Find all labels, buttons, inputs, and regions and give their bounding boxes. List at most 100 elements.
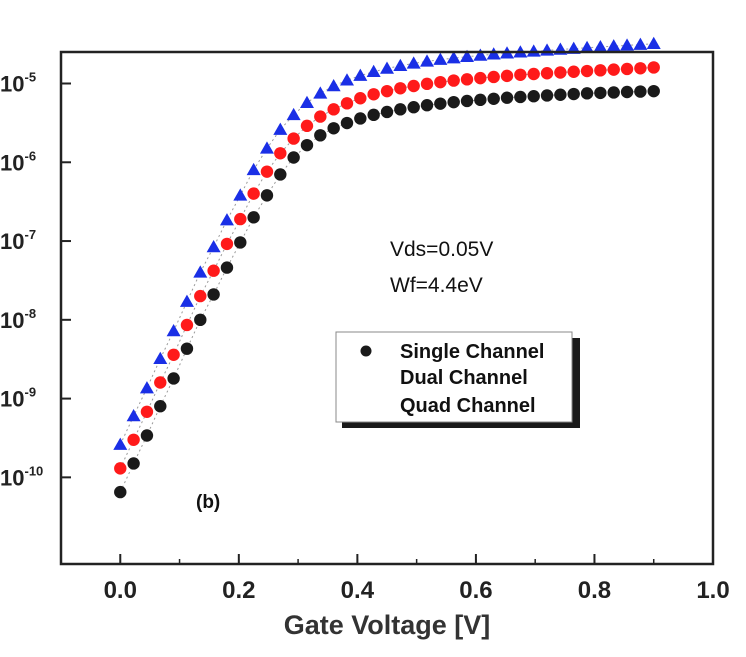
data-point-dual-channel: [567, 65, 580, 78]
data-point-dual-channel: [327, 103, 340, 116]
legend-marker-single: [360, 345, 372, 357]
data-point-quad-channel: [593, 39, 608, 53]
data-point-dual-channel: [220, 237, 234, 251]
data-point-quad-channel: [606, 39, 621, 52]
legend: Single Channel Dual Channel Quad Channel: [335, 331, 580, 428]
data-point-single-channel: [167, 372, 180, 385]
data-point-quad-channel: [259, 141, 274, 154]
data-point-quad-channel: [299, 95, 314, 108]
data-point-quad-channel: [166, 324, 181, 337]
x-axis-ticks: 0.0 0.2 0.4 0.6 0.8 1.0: [60, 554, 730, 604]
data-point-quad-channel: [486, 47, 501, 60]
data-point-single-channel: [340, 116, 354, 130]
y-axis-ticks: 10-510-610-710-810-910-10: [0, 70, 71, 490]
data-point-single-channel: [474, 93, 487, 107]
x-tick-label: 0.8: [578, 577, 611, 604]
data-point-dual-channel: [194, 289, 207, 303]
data-point-single-channel: [447, 95, 460, 109]
data-point-dual-channel: [580, 64, 594, 78]
data-point-single-channel: [380, 105, 394, 119]
y-tick-label: 10-8: [0, 306, 36, 333]
data-point-single-channel: [647, 84, 660, 98]
x-tick-label: 0.4: [341, 577, 375, 604]
data-point-dual-channel: [447, 74, 460, 87]
data-point-single-channel: [460, 94, 474, 108]
data-point-single-channel: [127, 457, 140, 470]
data-point-dual-channel: [300, 119, 314, 133]
data-point-quad-channel: [339, 73, 354, 86]
y-tick-base: 10: [0, 72, 24, 97]
x-tick-label: 1.0: [696, 577, 729, 604]
y-tick-exponent: -7: [24, 227, 36, 242]
legend-label-dual: Dual Channel: [400, 367, 528, 389]
data-point-dual-channel: [620, 62, 634, 76]
data-point-single-channel: [634, 85, 647, 98]
data-point-dual-channel: [180, 318, 194, 332]
y-tick-label: 10-5: [0, 70, 36, 97]
data-point-single-channel: [154, 400, 167, 413]
data-point-quad-channel: [406, 56, 421, 69]
data-point-single-channel: [114, 485, 127, 499]
data-point-single-channel: [287, 151, 300, 164]
data-point-dual-channel: [594, 64, 607, 77]
data-point-quad-channel: [233, 188, 248, 201]
y-tick-label: 10-7: [0, 227, 36, 254]
data-point-single-channel: [180, 342, 194, 355]
data-point-single-channel: [140, 429, 154, 442]
data-point-dual-channel: [434, 75, 447, 89]
data-point-single-channel: [207, 288, 220, 301]
data-point-quad-channel: [113, 437, 128, 450]
y-tick-base: 10: [0, 150, 24, 175]
data-point-quad-channel: [326, 78, 341, 92]
data-point-single-channel: [434, 97, 447, 110]
data-point-dual-channel: [460, 73, 474, 86]
data-point-dual-channel: [247, 187, 260, 200]
data-point-quad-channel: [473, 48, 488, 61]
data-point-dual-channel: [634, 62, 647, 75]
data-point-single-channel: [367, 108, 380, 122]
data-point-quad-channel: [353, 68, 368, 81]
x-axis-title: Gate Voltage [V]: [284, 610, 491, 640]
x-tick-label: 0.6: [459, 577, 492, 604]
data-point-dual-channel: [367, 88, 380, 101]
data-point-single-channel: [514, 90, 527, 104]
data-point-single-channel: [567, 87, 580, 101]
legend-label-quad: Quad Channel: [400, 395, 536, 417]
data-point-single-channel: [500, 91, 514, 104]
data-point-quad-channel: [313, 86, 328, 99]
data-point-single-channel: [487, 92, 500, 105]
data-point-quad-channel: [646, 36, 661, 49]
data-point-quad-channel: [286, 107, 301, 121]
data-point-quad-channel: [446, 51, 461, 64]
data-point-dual-channel: [540, 67, 554, 80]
data-point-quad-channel: [580, 40, 595, 54]
data-point-dual-channel: [287, 132, 300, 145]
data-point-dual-channel: [140, 405, 154, 418]
y-tick-base: 10: [0, 229, 24, 254]
data-point-quad-channel: [393, 58, 408, 72]
data-point-dual-channel: [127, 433, 140, 446]
y-tick-exponent: -6: [24, 148, 36, 163]
data-point-dual-channel: [647, 61, 660, 74]
data-point-single-channel: [247, 211, 260, 224]
data-point-dual-channel: [487, 70, 500, 84]
data-point-quad-channel: [273, 122, 288, 135]
data-point-dual-channel: [500, 69, 514, 83]
data-points: [113, 36, 661, 499]
data-point-dual-channel: [314, 110, 327, 123]
data-point-single-channel: [314, 129, 327, 142]
data-point-dual-channel: [114, 462, 127, 475]
data-point-quad-channel: [206, 240, 221, 253]
data-point-single-channel: [540, 89, 554, 102]
y-tick-exponent: -5: [24, 70, 36, 85]
data-point-single-channel: [274, 168, 287, 181]
annotation-vds: Vds=0.05V: [390, 238, 493, 261]
data-point-quad-channel: [153, 351, 168, 365]
y-tick-label: 10-10: [0, 463, 43, 490]
data-point-dual-channel: [154, 376, 167, 389]
data-point-single-channel: [527, 90, 540, 103]
data-point-single-channel: [594, 86, 607, 100]
plot-frame: [59, 50, 715, 566]
data-point-dual-channel: [340, 97, 354, 110]
